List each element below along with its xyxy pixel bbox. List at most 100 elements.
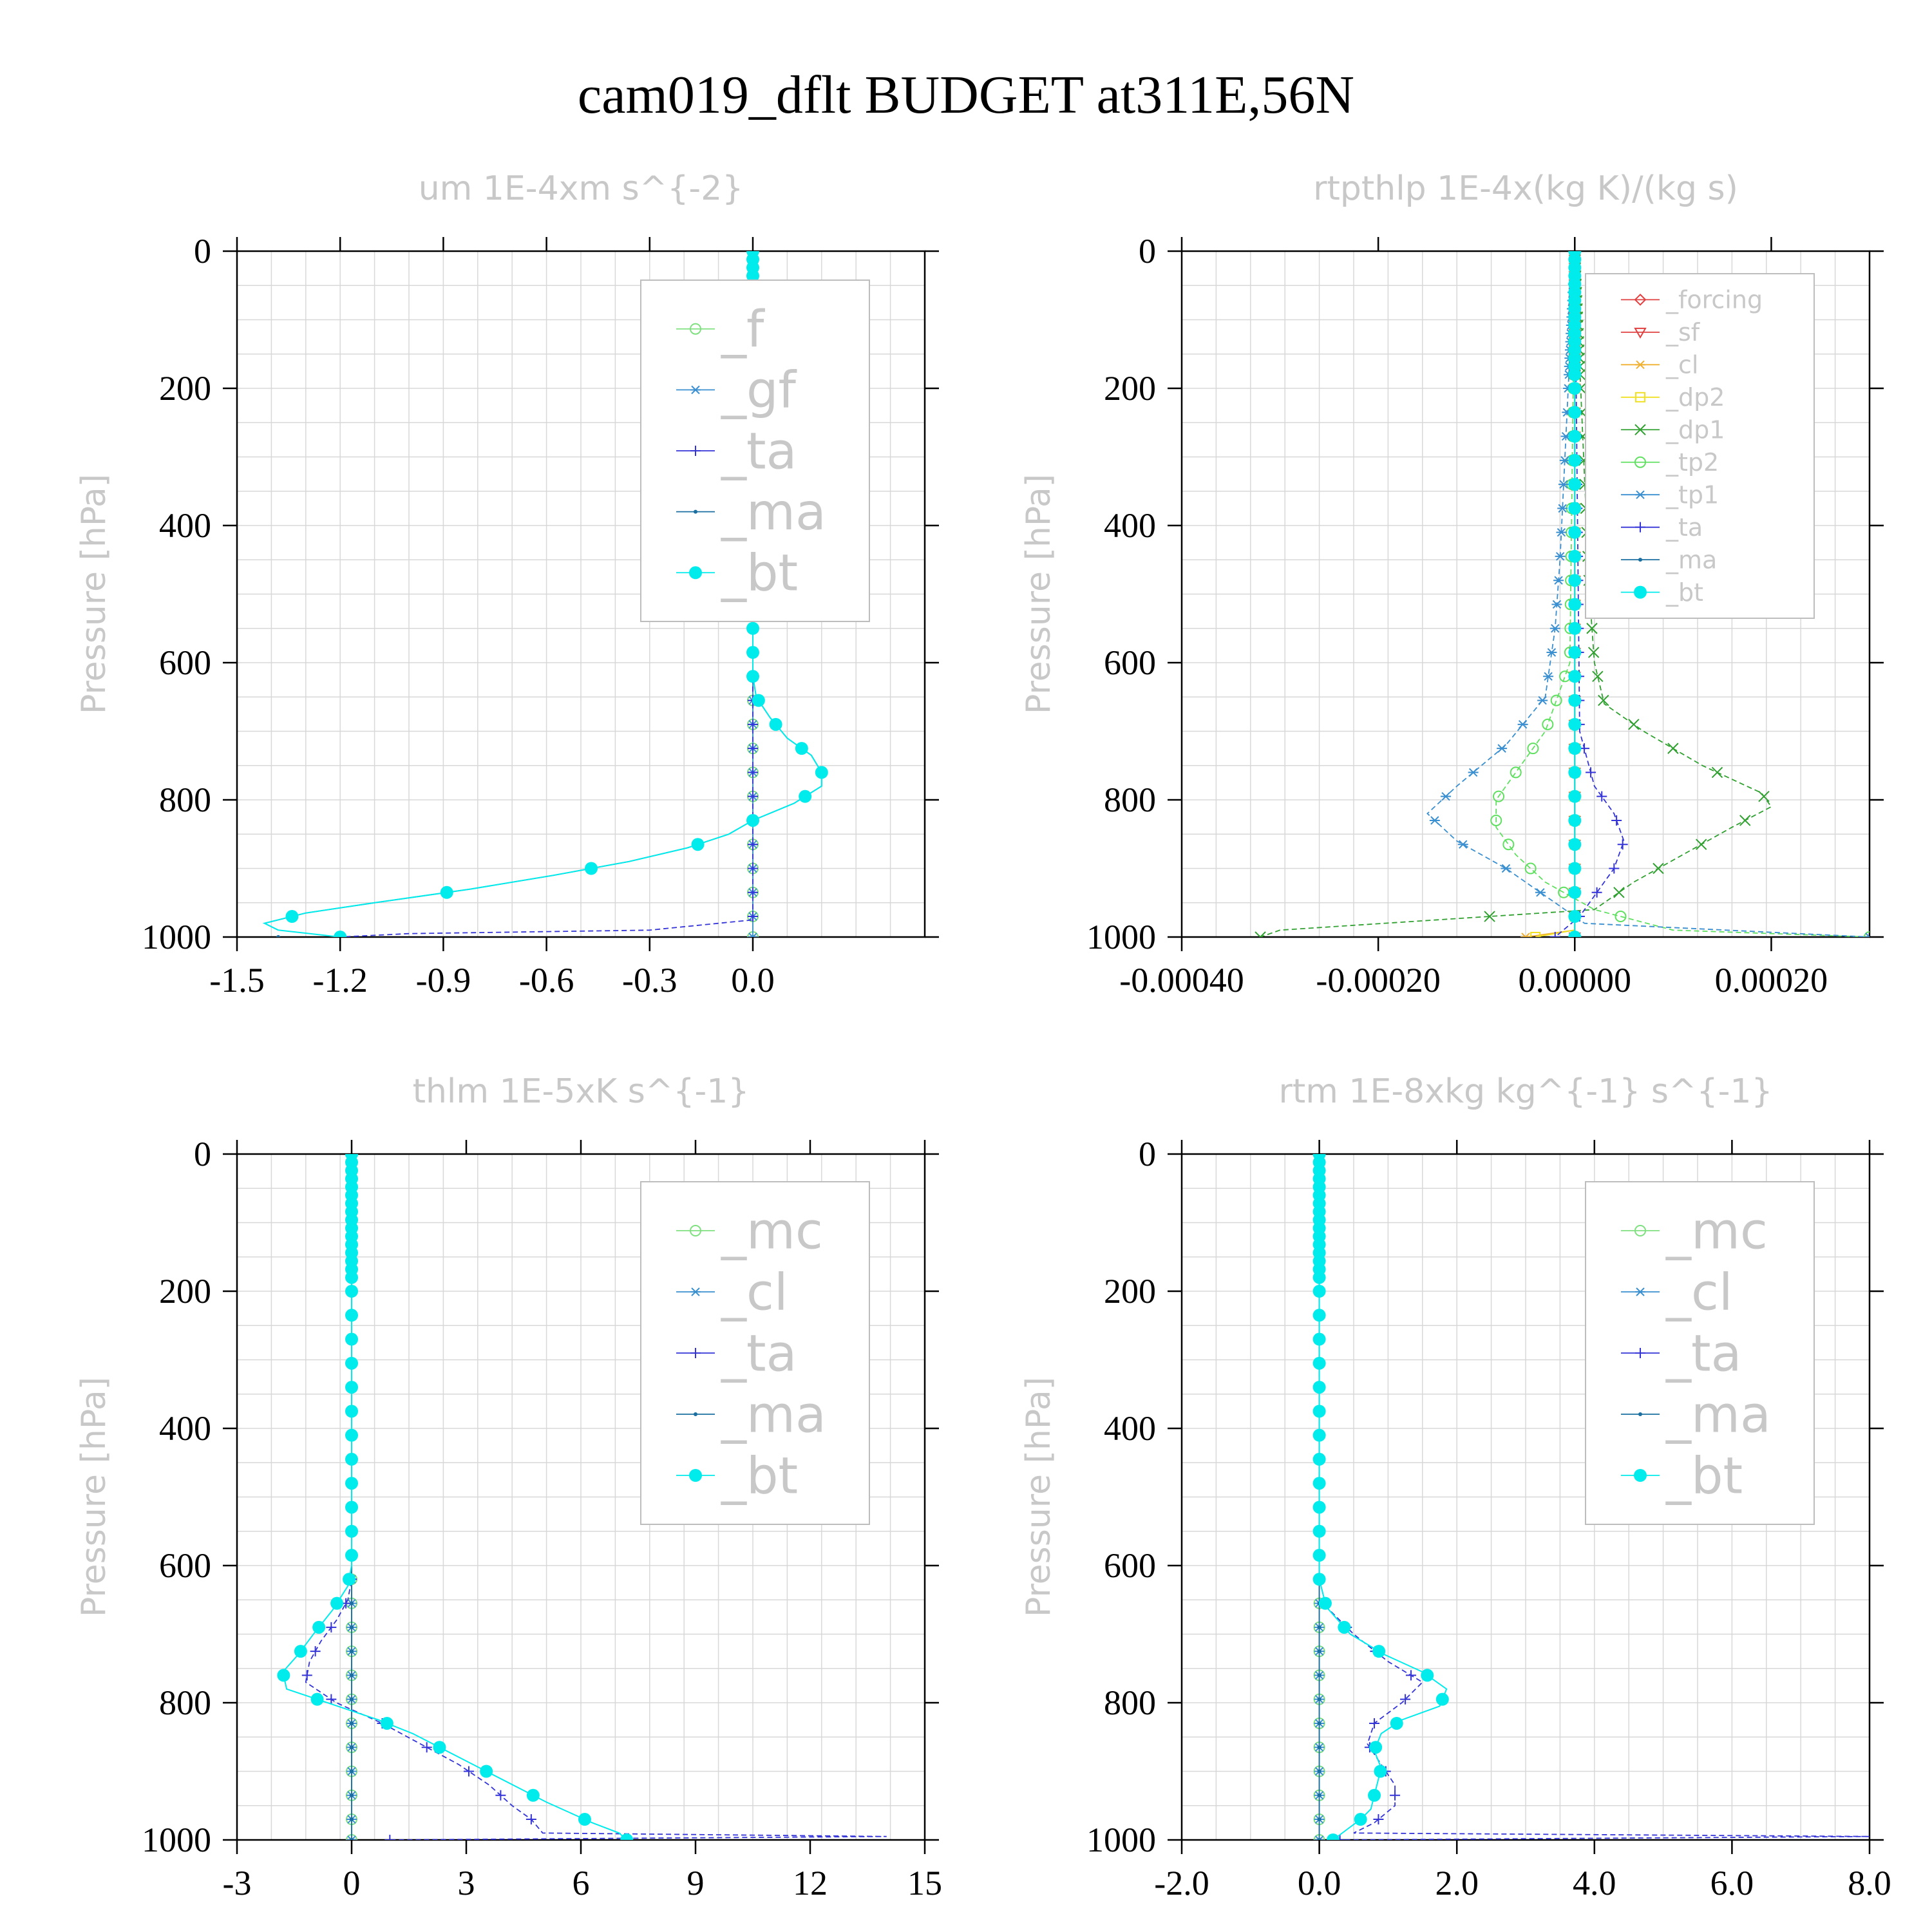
legend-label: _mc — [1665, 1202, 1768, 1260]
data-point — [1568, 931, 1582, 937]
data-point — [421, 1742, 432, 1753]
y-tick-label: 400 — [159, 1409, 211, 1448]
legend-label: _ta — [1665, 513, 1703, 542]
legend-label: _bt — [1665, 578, 1703, 607]
legend-label: _f — [721, 301, 765, 359]
panel-title: um 1E-4xm s^{-2} — [419, 169, 744, 208]
data-point — [345, 1332, 358, 1346]
panel-um-budget: um 1E-4xm s^{-2} Pressure [hPa] 0 200 400 600… — [75, 169, 939, 999]
data-point — [350, 1625, 354, 1629]
data-point — [1555, 552, 1566, 561]
data-point — [1546, 648, 1557, 657]
x-tick-label: 0 — [343, 1864, 361, 1902]
data-point — [1758, 790, 1770, 802]
data-point — [748, 743, 758, 754]
data-point — [1568, 790, 1582, 803]
data-point — [285, 910, 299, 923]
data-point — [1421, 1669, 1434, 1682]
x-tick-label: -0.6 — [519, 961, 574, 999]
y-tick-label: 800 — [159, 781, 211, 819]
legend-label: _ma — [1665, 1386, 1771, 1444]
legend-item: _gf — [676, 362, 797, 420]
data-point — [1559, 456, 1570, 465]
x-tick-label: 9 — [687, 1864, 705, 1902]
data-point — [1312, 1271, 1326, 1284]
legend-label: _cl — [1665, 351, 1698, 379]
series-line — [1426, 251, 1870, 937]
data-point — [1542, 718, 1554, 730]
data-point — [1400, 1694, 1411, 1705]
legend-label: _ta — [721, 422, 797, 480]
plot-area — [1255, 251, 1870, 937]
data-point — [1556, 527, 1567, 537]
data-point — [1312, 1405, 1326, 1418]
legend-item: _f — [676, 301, 765, 359]
data-point — [1390, 1716, 1403, 1730]
data-point — [1543, 672, 1554, 681]
legend-item: _tp1 — [1621, 481, 1719, 509]
data-point — [350, 1601, 354, 1605]
data-point — [277, 1669, 290, 1682]
data-point — [748, 863, 758, 874]
data-point — [1568, 549, 1582, 563]
data-point — [1468, 768, 1479, 777]
y-tick-label: 200 — [159, 1272, 211, 1311]
data-point — [1550, 694, 1562, 706]
data-point — [526, 1788, 540, 1802]
legend-marker — [690, 1287, 701, 1296]
data-point — [1255, 931, 1266, 937]
x-tick-label: 0.0 — [1298, 1864, 1341, 1902]
y-tick-label: 0 — [194, 1135, 211, 1173]
legend: _forcing _sf _cl _dp2 _dp1 _tp2 _tp1 _ta _ma _bt — [1585, 273, 1815, 619]
data-point — [1317, 1793, 1321, 1797]
data-point — [1568, 670, 1582, 683]
legend-item: _dp2 — [1621, 383, 1725, 412]
data-point — [1312, 1309, 1326, 1322]
data-point — [384, 1835, 395, 1840]
data-point — [1493, 790, 1505, 802]
y-tick-label: 800 — [159, 1683, 211, 1722]
x-tick-label: 3 — [458, 1864, 475, 1902]
x-tick-label: 0.00000 — [1519, 961, 1632, 999]
legend-marker — [690, 385, 701, 395]
legend-box — [1585, 273, 1815, 619]
data-point — [1609, 863, 1620, 874]
legend-label: _bt — [721, 545, 798, 603]
data-point — [1535, 888, 1546, 897]
data-point — [585, 862, 598, 875]
x-tick-label: 2.0 — [1435, 1864, 1479, 1902]
data-point — [1617, 839, 1628, 850]
data-point — [1317, 1697, 1321, 1701]
y-axis-label: Pressure [hPa] — [75, 1377, 113, 1617]
legend-label: _bt — [721, 1447, 798, 1505]
y-tick-label: 800 — [1104, 781, 1156, 819]
data-point — [1558, 480, 1569, 489]
data-point — [1354, 1813, 1367, 1826]
data-point — [294, 1645, 307, 1658]
data-point — [1568, 430, 1582, 443]
legend-item: _forcing — [1621, 286, 1763, 314]
data-point — [1568, 621, 1582, 635]
data-point — [752, 694, 765, 707]
data-point — [1628, 719, 1640, 730]
x-tick-label: 12 — [793, 1864, 828, 1902]
data-point — [748, 887, 758, 898]
legend: _mc_cl_ta_ma_bt — [1585, 1181, 1815, 1525]
data-point — [1317, 1721, 1321, 1725]
data-point — [746, 646, 759, 659]
data-point — [345, 1381, 358, 1394]
y-tick-label: 0 — [1139, 232, 1156, 270]
data-point — [1406, 1670, 1416, 1681]
data-point — [1568, 766, 1582, 779]
data-point — [350, 1769, 354, 1774]
legend-label: _dp2 — [1665, 383, 1725, 412]
plot-area — [1312, 1154, 1870, 1840]
data-point — [1568, 526, 1582, 539]
panel-title: rtpthlp 1E-4x(kg K)/(kg s) — [1313, 169, 1738, 208]
data-point — [1317, 1625, 1321, 1629]
data-point — [1613, 887, 1625, 898]
data-point — [1318, 1596, 1332, 1610]
y-tick-label: 1000 — [1086, 1821, 1156, 1859]
data-point — [799, 790, 812, 803]
y-axis-label: Pressure [hPa] — [1019, 474, 1058, 714]
